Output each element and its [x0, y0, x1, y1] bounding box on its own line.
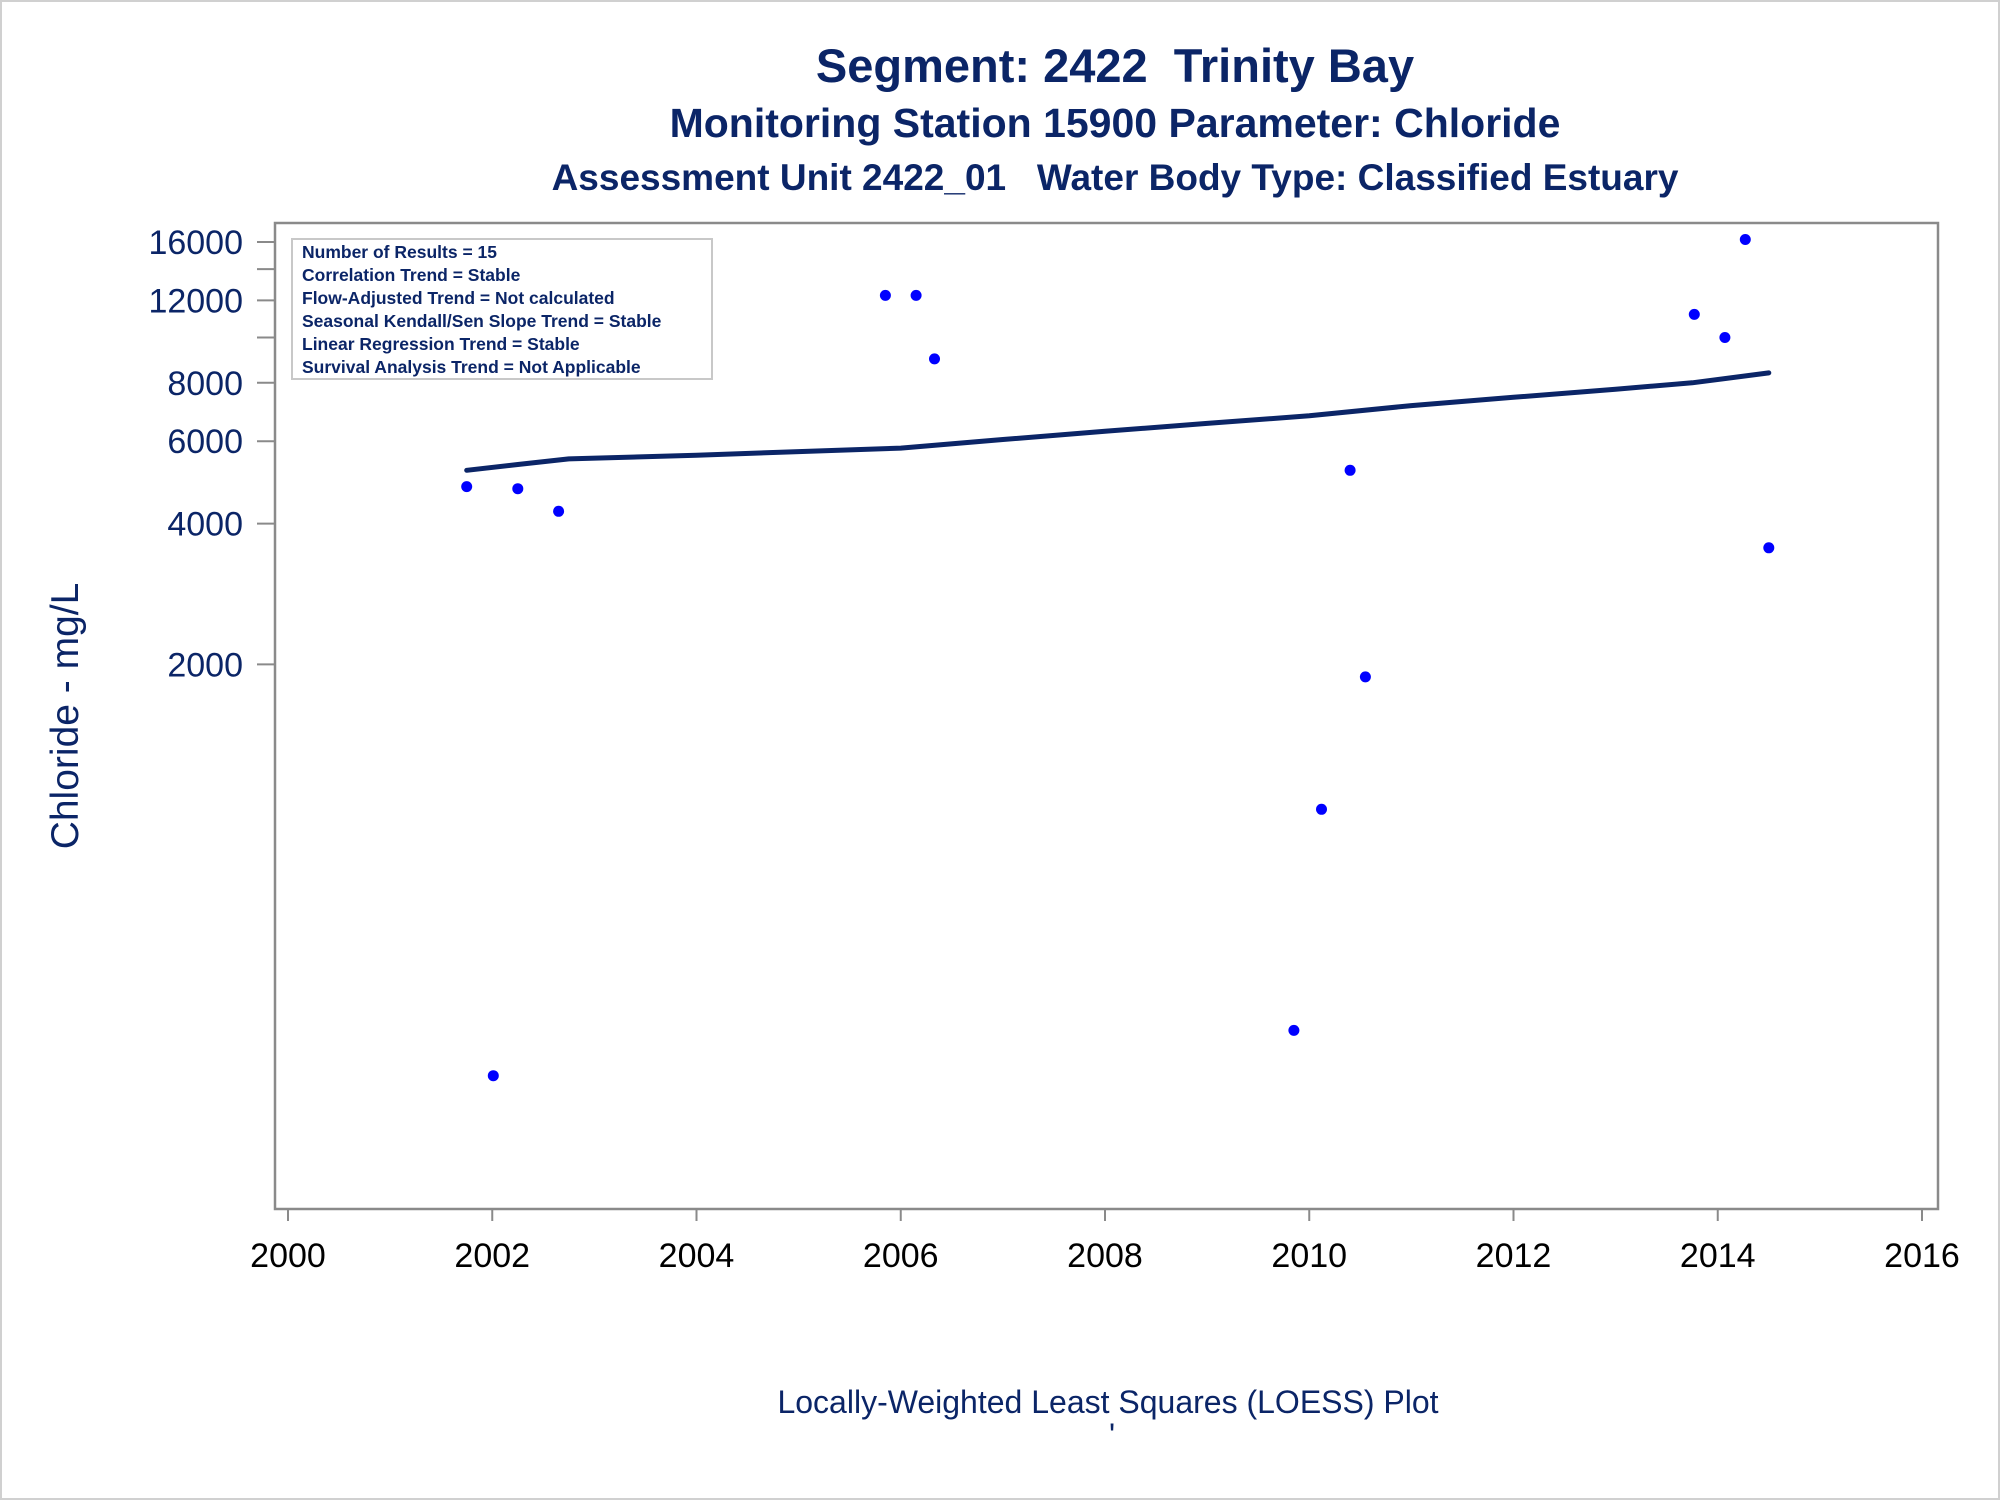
y-tick-label: 8000 — [167, 365, 243, 403]
legend-line: Linear Regression Trend = Stable — [302, 334, 580, 354]
loess-trend-line — [464, 370, 1772, 473]
axis-ticks: 2000 2002 2004 2006 2008 2010 2012 2014 2016 2000… — [148, 224, 1959, 1275]
legend-line: Number of Results = 15 — [302, 242, 497, 262]
chart-subtitle-2: Assessment Unit 2422_01 Water Body Type:… — [551, 157, 1679, 198]
y-axis-label: Chloride - mg/L — [44, 583, 87, 850]
chart-title: Segment: 2422 Trinity Bay — [815, 39, 1415, 92]
chart-subtitle: Monitoring Station 15900 Parameter: Chlo… — [669, 100, 1561, 146]
data-point — [1288, 1024, 1300, 1036]
y-tick-label: 4000 — [167, 506, 243, 544]
data-point — [1688, 308, 1700, 320]
data-point — [1763, 542, 1775, 554]
x-tick-label: 2014 — [1680, 1237, 1756, 1275]
footnote-mark: ' — [1109, 1417, 1115, 1453]
data-point — [461, 481, 473, 493]
y-tick-label: 16000 — [148, 224, 243, 262]
legend-line: Flow-Adjusted Trend = Not calculated — [302, 288, 615, 308]
data-point — [1316, 803, 1327, 815]
x-tick-label: 2006 — [863, 1237, 939, 1275]
loess-line-layer — [464, 370, 1772, 473]
plot-area — [273, 221, 1940, 1211]
data-point — [879, 289, 891, 301]
data-point — [1344, 464, 1356, 476]
x-tick-label: 2008 — [1067, 1237, 1143, 1275]
data-point — [487, 1070, 499, 1082]
x-tick-label: 2004 — [659, 1237, 735, 1275]
data-point — [910, 289, 922, 301]
data-point — [1719, 332, 1731, 343]
legend-line: Seasonal Kendall/Sen Slope Trend = Stabl… — [302, 311, 662, 331]
x-tick-label: 2012 — [1476, 1237, 1552, 1275]
data-point — [512, 483, 524, 495]
legend-box — [291, 238, 713, 380]
x-tick-label: 2002 — [454, 1237, 530, 1275]
y-tick-label: 6000 — [167, 423, 243, 461]
data-point — [929, 353, 940, 365]
x-axis-label: Locally-Weighted Least Squares (LOESS) P… — [777, 1384, 1438, 1420]
legend-line: Correlation Trend = Stable — [302, 265, 521, 285]
legend-line: Survival Analysis Trend = Not Applicable — [302, 357, 641, 377]
data-points-layer — [461, 234, 1775, 1082]
y-tick-label: 12000 — [148, 282, 243, 320]
x-tick-label: 2010 — [1271, 1237, 1347, 1275]
x-tick-label: 2000 — [250, 1237, 326, 1275]
data-point — [1739, 234, 1751, 245]
data-point — [553, 505, 565, 517]
data-point — [1359, 671, 1371, 683]
x-tick-label: 2016 — [1884, 1237, 1960, 1275]
y-tick-label: 2000 — [167, 646, 243, 684]
stats-legend: Number of Results = 15 Correlation Trend… — [291, 238, 713, 380]
